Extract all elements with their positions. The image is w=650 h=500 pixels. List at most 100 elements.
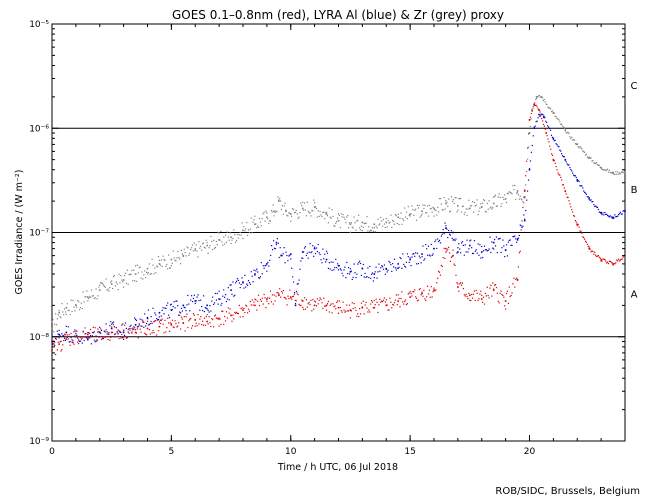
trace-dot xyxy=(91,295,94,297)
trace-dot xyxy=(460,284,463,286)
trace-dot xyxy=(273,294,275,296)
trace-dot xyxy=(338,214,341,217)
trace-dot xyxy=(267,297,269,299)
trace-dot xyxy=(276,292,278,294)
trace-dot xyxy=(373,299,375,302)
trace-dot xyxy=(54,313,57,315)
trace-dot xyxy=(317,210,319,212)
trace-dot xyxy=(548,127,551,130)
trace-dot xyxy=(221,310,223,312)
trace-dot xyxy=(541,97,543,99)
trace-dot xyxy=(448,198,450,200)
trace-dot xyxy=(140,325,142,327)
trace-dot xyxy=(161,309,163,311)
trace-dot xyxy=(496,292,498,294)
trace-dot xyxy=(120,274,122,277)
trace-dot xyxy=(268,303,270,305)
trace-dot xyxy=(157,256,160,258)
trace-dot xyxy=(130,273,132,276)
trace-dot xyxy=(493,288,495,290)
trace-dot xyxy=(141,325,143,327)
trace-dot xyxy=(564,159,566,161)
trace-dot xyxy=(572,174,575,176)
trace-dot xyxy=(153,332,155,334)
trace-dot xyxy=(323,297,325,299)
trace-dot xyxy=(198,299,200,302)
data-point xyxy=(445,202,447,205)
trace-dot xyxy=(586,243,588,245)
trace-dot xyxy=(198,323,200,325)
trace-dot xyxy=(478,210,480,212)
trace-dot xyxy=(220,323,222,326)
trace-dot xyxy=(258,304,261,307)
data-point xyxy=(146,327,149,330)
trace-dot xyxy=(204,247,206,249)
trace-dot xyxy=(353,302,355,305)
trace-dot xyxy=(263,293,265,296)
trace-dot xyxy=(162,307,164,309)
trace-dot xyxy=(446,228,448,230)
trace-dot xyxy=(365,222,367,224)
trace-dot xyxy=(487,295,489,297)
trace-dot xyxy=(574,220,577,222)
trace-dot xyxy=(144,313,146,315)
trace-dot xyxy=(61,349,63,351)
trace-dot xyxy=(466,239,468,241)
trace-dot xyxy=(78,309,81,311)
data-point xyxy=(242,309,244,311)
trace-dot xyxy=(251,299,253,301)
trace-dot xyxy=(244,311,246,314)
trace-dot xyxy=(73,331,75,333)
trace-dot xyxy=(520,225,522,227)
trace-dot xyxy=(375,266,377,268)
trace-dot xyxy=(428,204,431,207)
trace-dot xyxy=(320,214,322,216)
trace-dot xyxy=(218,325,220,327)
trace-dot xyxy=(417,207,419,209)
trace-dot xyxy=(85,296,87,298)
trace-dot xyxy=(297,283,299,285)
trace-dot xyxy=(556,144,558,146)
trace-dot xyxy=(356,315,358,317)
trace-dot xyxy=(443,233,445,235)
trace-dot xyxy=(494,284,496,286)
trace-dot xyxy=(143,321,145,323)
trace-dot xyxy=(59,335,61,337)
trace-dot xyxy=(291,215,293,217)
data-point xyxy=(564,158,567,161)
trace-dot xyxy=(110,281,112,283)
trace-dot xyxy=(89,328,92,331)
trace-dot xyxy=(551,154,554,156)
trace-dot xyxy=(179,314,181,316)
trace-dot xyxy=(445,225,447,227)
trace-dot xyxy=(615,171,617,173)
trace-dot xyxy=(147,324,150,326)
trace-dot xyxy=(511,193,513,195)
trace-dot xyxy=(77,341,79,343)
trace-dot xyxy=(443,247,445,250)
trace-dot xyxy=(139,328,141,330)
data-point xyxy=(516,190,519,192)
trace-dot xyxy=(160,319,162,321)
trace-dot xyxy=(168,267,171,269)
trace-dot xyxy=(435,239,437,241)
trace-dot xyxy=(232,237,234,240)
trace-dot xyxy=(257,271,259,273)
trace-dot xyxy=(231,293,233,295)
trace-dot xyxy=(482,250,485,252)
trace-dot xyxy=(75,330,77,333)
trace-dot xyxy=(363,313,365,315)
trace-dot xyxy=(370,303,372,305)
trace-dot xyxy=(77,300,79,302)
trace-dot xyxy=(437,277,439,279)
trace-dot xyxy=(270,301,273,303)
trace-dot xyxy=(272,249,274,251)
trace-dot xyxy=(205,307,207,309)
trace-dot xyxy=(71,339,73,341)
trace-dot xyxy=(466,296,468,298)
trace-dot xyxy=(246,305,248,307)
trace-dot xyxy=(485,249,487,251)
trace-dot xyxy=(407,293,409,295)
trace-dot xyxy=(398,266,400,268)
trace-dot xyxy=(97,331,99,333)
